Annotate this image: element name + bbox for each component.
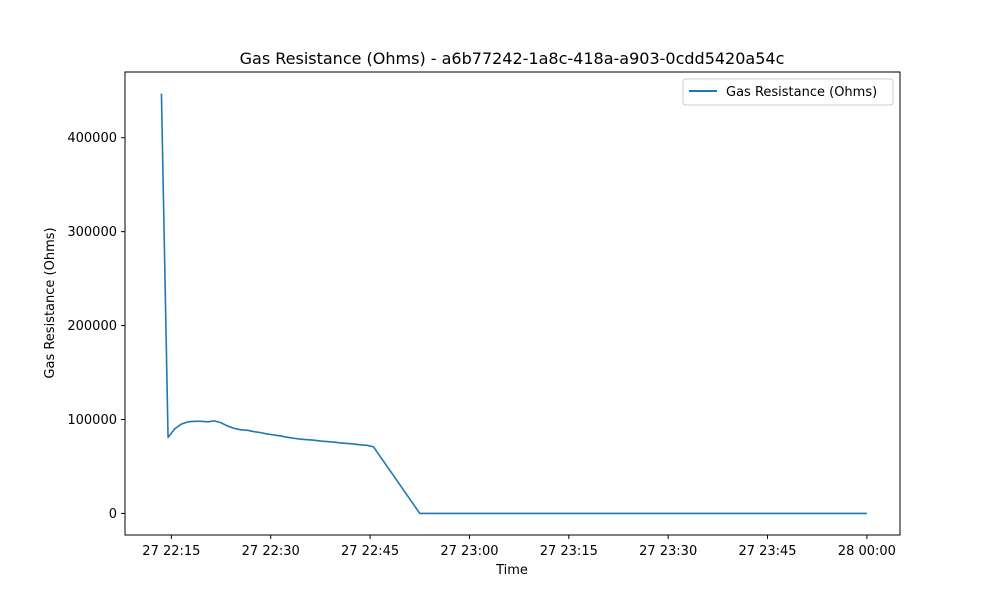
x-axis-title: Time [495, 563, 528, 578]
y-tick-label: 0 [109, 507, 117, 522]
y-tick-label: 100000 [67, 413, 117, 428]
y-tick-label: 200000 [67, 319, 117, 334]
x-tick-label: 27 22:15 [142, 544, 200, 559]
y-tick-label: 300000 [67, 225, 117, 240]
legend: Gas Resistance (Ohms) [682, 78, 894, 106]
x-tick-label: 27 23:45 [738, 544, 796, 559]
x-tick-label: 27 23:00 [440, 544, 498, 559]
legend-label: Gas Resistance (Ohms) [726, 85, 877, 100]
x-tick-label: 27 22:30 [242, 544, 300, 559]
y-tick-label: 400000 [67, 131, 117, 146]
x-tick-label: 28 00:00 [838, 544, 896, 559]
y-axis-title: Gas Resistance (Ohms) [43, 227, 58, 378]
plot-area: 27 22:15 27 22:30 27 22:45 27 23:00 27 23:15… [67, 71, 901, 559]
x-tick-label: 27 23:30 [639, 544, 697, 559]
series-line-0 [160, 93, 867, 515]
legend-box [682, 78, 894, 106]
axes-frame [124, 71, 901, 536]
x-tick-label: 27 23:15 [540, 544, 598, 559]
x-tick-label: 27 22:45 [341, 544, 399, 559]
chart-title: Gas Resistance (Ohms) - a6b77242-1a8c-41… [240, 49, 785, 68]
